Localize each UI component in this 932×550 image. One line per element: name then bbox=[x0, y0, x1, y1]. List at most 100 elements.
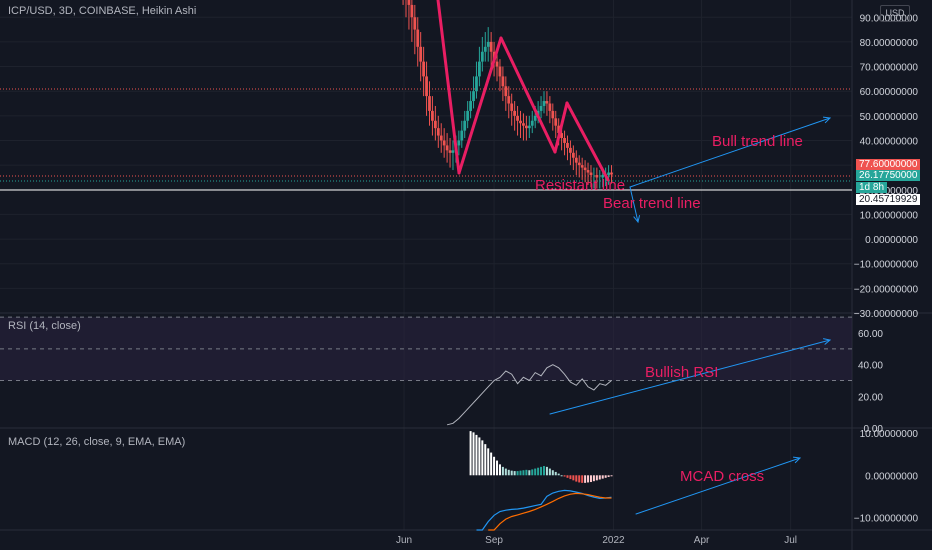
candle-body bbox=[548, 103, 552, 111]
candle-body bbox=[595, 174, 599, 178]
macd-histogram-bar bbox=[566, 475, 569, 478]
macd-histogram-bar bbox=[510, 470, 513, 476]
macd-histogram-bar bbox=[501, 466, 504, 476]
candle-body bbox=[607, 172, 610, 175]
candle-body bbox=[542, 101, 546, 106]
candle-body bbox=[527, 125, 531, 129]
candle-body bbox=[574, 157, 578, 163]
price-tick-label: 60.00000000 bbox=[860, 87, 919, 98]
macd-cross-annotation[interactable]: MCAD cross bbox=[680, 468, 765, 485]
rsi-tick-label: 0.00 bbox=[864, 424, 884, 435]
macd-histogram-bar bbox=[531, 469, 534, 476]
macd-tick-label: −10.00000000 bbox=[854, 513, 919, 524]
pink-trend-segment bbox=[565, 101, 610, 182]
time-tick-label: Sep bbox=[485, 535, 503, 546]
price-tick-label: 40.00000000 bbox=[860, 136, 919, 147]
rsi-pane bbox=[0, 316, 852, 426]
price-tick-label: 10.00000000 bbox=[860, 210, 919, 221]
macd-histogram-bar bbox=[484, 444, 487, 476]
currency-button[interactable]: USD bbox=[880, 5, 910, 22]
pink-trend-segment bbox=[436, 0, 461, 175]
candle-body bbox=[460, 130, 464, 141]
rsi-title[interactable]: RSI (14, close) bbox=[8, 320, 81, 332]
candle-body bbox=[413, 17, 417, 30]
rsi-trend-arrow bbox=[549, 339, 831, 415]
macd-histogram-bar bbox=[528, 470, 531, 476]
macd-pane bbox=[469, 431, 613, 531]
rsi-tick-label: 60.00 bbox=[858, 329, 883, 340]
macd-histogram-bar bbox=[581, 475, 584, 483]
candle-body bbox=[445, 145, 449, 151]
time-axis[interactable]: Jun Sep 2022 Apr Jul bbox=[396, 535, 797, 546]
macd-histogram-bar bbox=[481, 440, 484, 476]
macd-histogram-bar bbox=[575, 475, 578, 482]
candlestick-series bbox=[402, 0, 613, 189]
macd-histogram-bar bbox=[563, 475, 566, 477]
user-drawings[interactable] bbox=[436, 0, 832, 515]
candle-body bbox=[577, 162, 581, 166]
price-tick-label: 0.00000000 bbox=[865, 235, 918, 246]
macd-title[interactable]: MACD (12, 26, close, 9, EMA, EMA) bbox=[8, 436, 186, 448]
candle-body bbox=[586, 170, 590, 173]
macd-histogram-bar bbox=[496, 460, 499, 476]
macd-histogram-bar bbox=[519, 470, 522, 476]
candle-body bbox=[563, 138, 566, 143]
macd-trend-arrow bbox=[635, 457, 801, 515]
macd-histogram-bar bbox=[545, 466, 548, 476]
pink-trend-segment bbox=[499, 36, 557, 154]
candle-body bbox=[495, 61, 499, 67]
bullish-rsi-annotation[interactable]: Bullish RSI bbox=[645, 364, 719, 381]
macd-histogram-bar bbox=[490, 452, 493, 476]
candle-body bbox=[569, 147, 572, 153]
candle-body bbox=[589, 172, 593, 175]
candle-body bbox=[522, 123, 525, 126]
macd-histogram-bar bbox=[595, 475, 598, 481]
macd-histogram-bar bbox=[548, 468, 551, 476]
macd-histogram-bar bbox=[589, 475, 592, 483]
candle-body bbox=[554, 118, 558, 126]
price-tick-label: 90.00000000 bbox=[860, 13, 919, 24]
time-tick-label: Jul bbox=[784, 535, 797, 546]
candle-body bbox=[583, 167, 587, 171]
candle-body bbox=[469, 101, 472, 111]
macd-histogram-bar bbox=[513, 471, 516, 476]
macd-histogram-bar bbox=[537, 467, 540, 476]
candle-body bbox=[466, 110, 470, 121]
candle-body bbox=[416, 29, 420, 47]
macd-histogram-bar bbox=[572, 475, 575, 481]
macd-histogram-bar bbox=[472, 432, 475, 476]
candle-body bbox=[519, 120, 522, 124]
candle-body bbox=[407, 0, 411, 5]
macd-histogram-bar bbox=[598, 475, 601, 480]
candle-body bbox=[448, 150, 452, 153]
pink-trend-segment bbox=[457, 36, 503, 175]
candle-body bbox=[510, 103, 514, 111]
candle-body bbox=[489, 41, 493, 52]
macd-trend-arrow-head bbox=[792, 456, 802, 464]
candle-body bbox=[422, 61, 426, 77]
bear-trend-annotation[interactable]: Bear trend line bbox=[603, 195, 701, 212]
macd-histogram-bar bbox=[516, 471, 519, 476]
macd-tick-label: 10.00000000 bbox=[860, 429, 919, 440]
price-axis[interactable]: 90.00000000 80.00000000 70.00000000 60.0000… bbox=[854, 13, 919, 524]
price-tick-label: 50.00000000 bbox=[860, 112, 919, 123]
bull-trend-annotation[interactable]: Bull trend line bbox=[712, 133, 803, 150]
price-tick-label: 70.00000000 bbox=[860, 63, 919, 74]
candle-body bbox=[551, 110, 555, 119]
macd-histogram-bar bbox=[607, 475, 610, 477]
candle-body bbox=[557, 125, 561, 134]
macd-tick-label: 0.00000000 bbox=[865, 471, 918, 482]
macd-histogram-bar bbox=[578, 475, 581, 483]
resistant-annotation[interactable]: Resistant line bbox=[535, 177, 626, 194]
macd-histogram-bar bbox=[601, 475, 604, 479]
candle-body bbox=[504, 86, 508, 97]
macd-histogram-bar bbox=[475, 434, 478, 476]
candle-body bbox=[539, 105, 543, 111]
rsi-line bbox=[446, 364, 612, 426]
candle-body bbox=[483, 46, 487, 52]
candle-body bbox=[451, 150, 455, 153]
candle-body bbox=[433, 120, 437, 129]
